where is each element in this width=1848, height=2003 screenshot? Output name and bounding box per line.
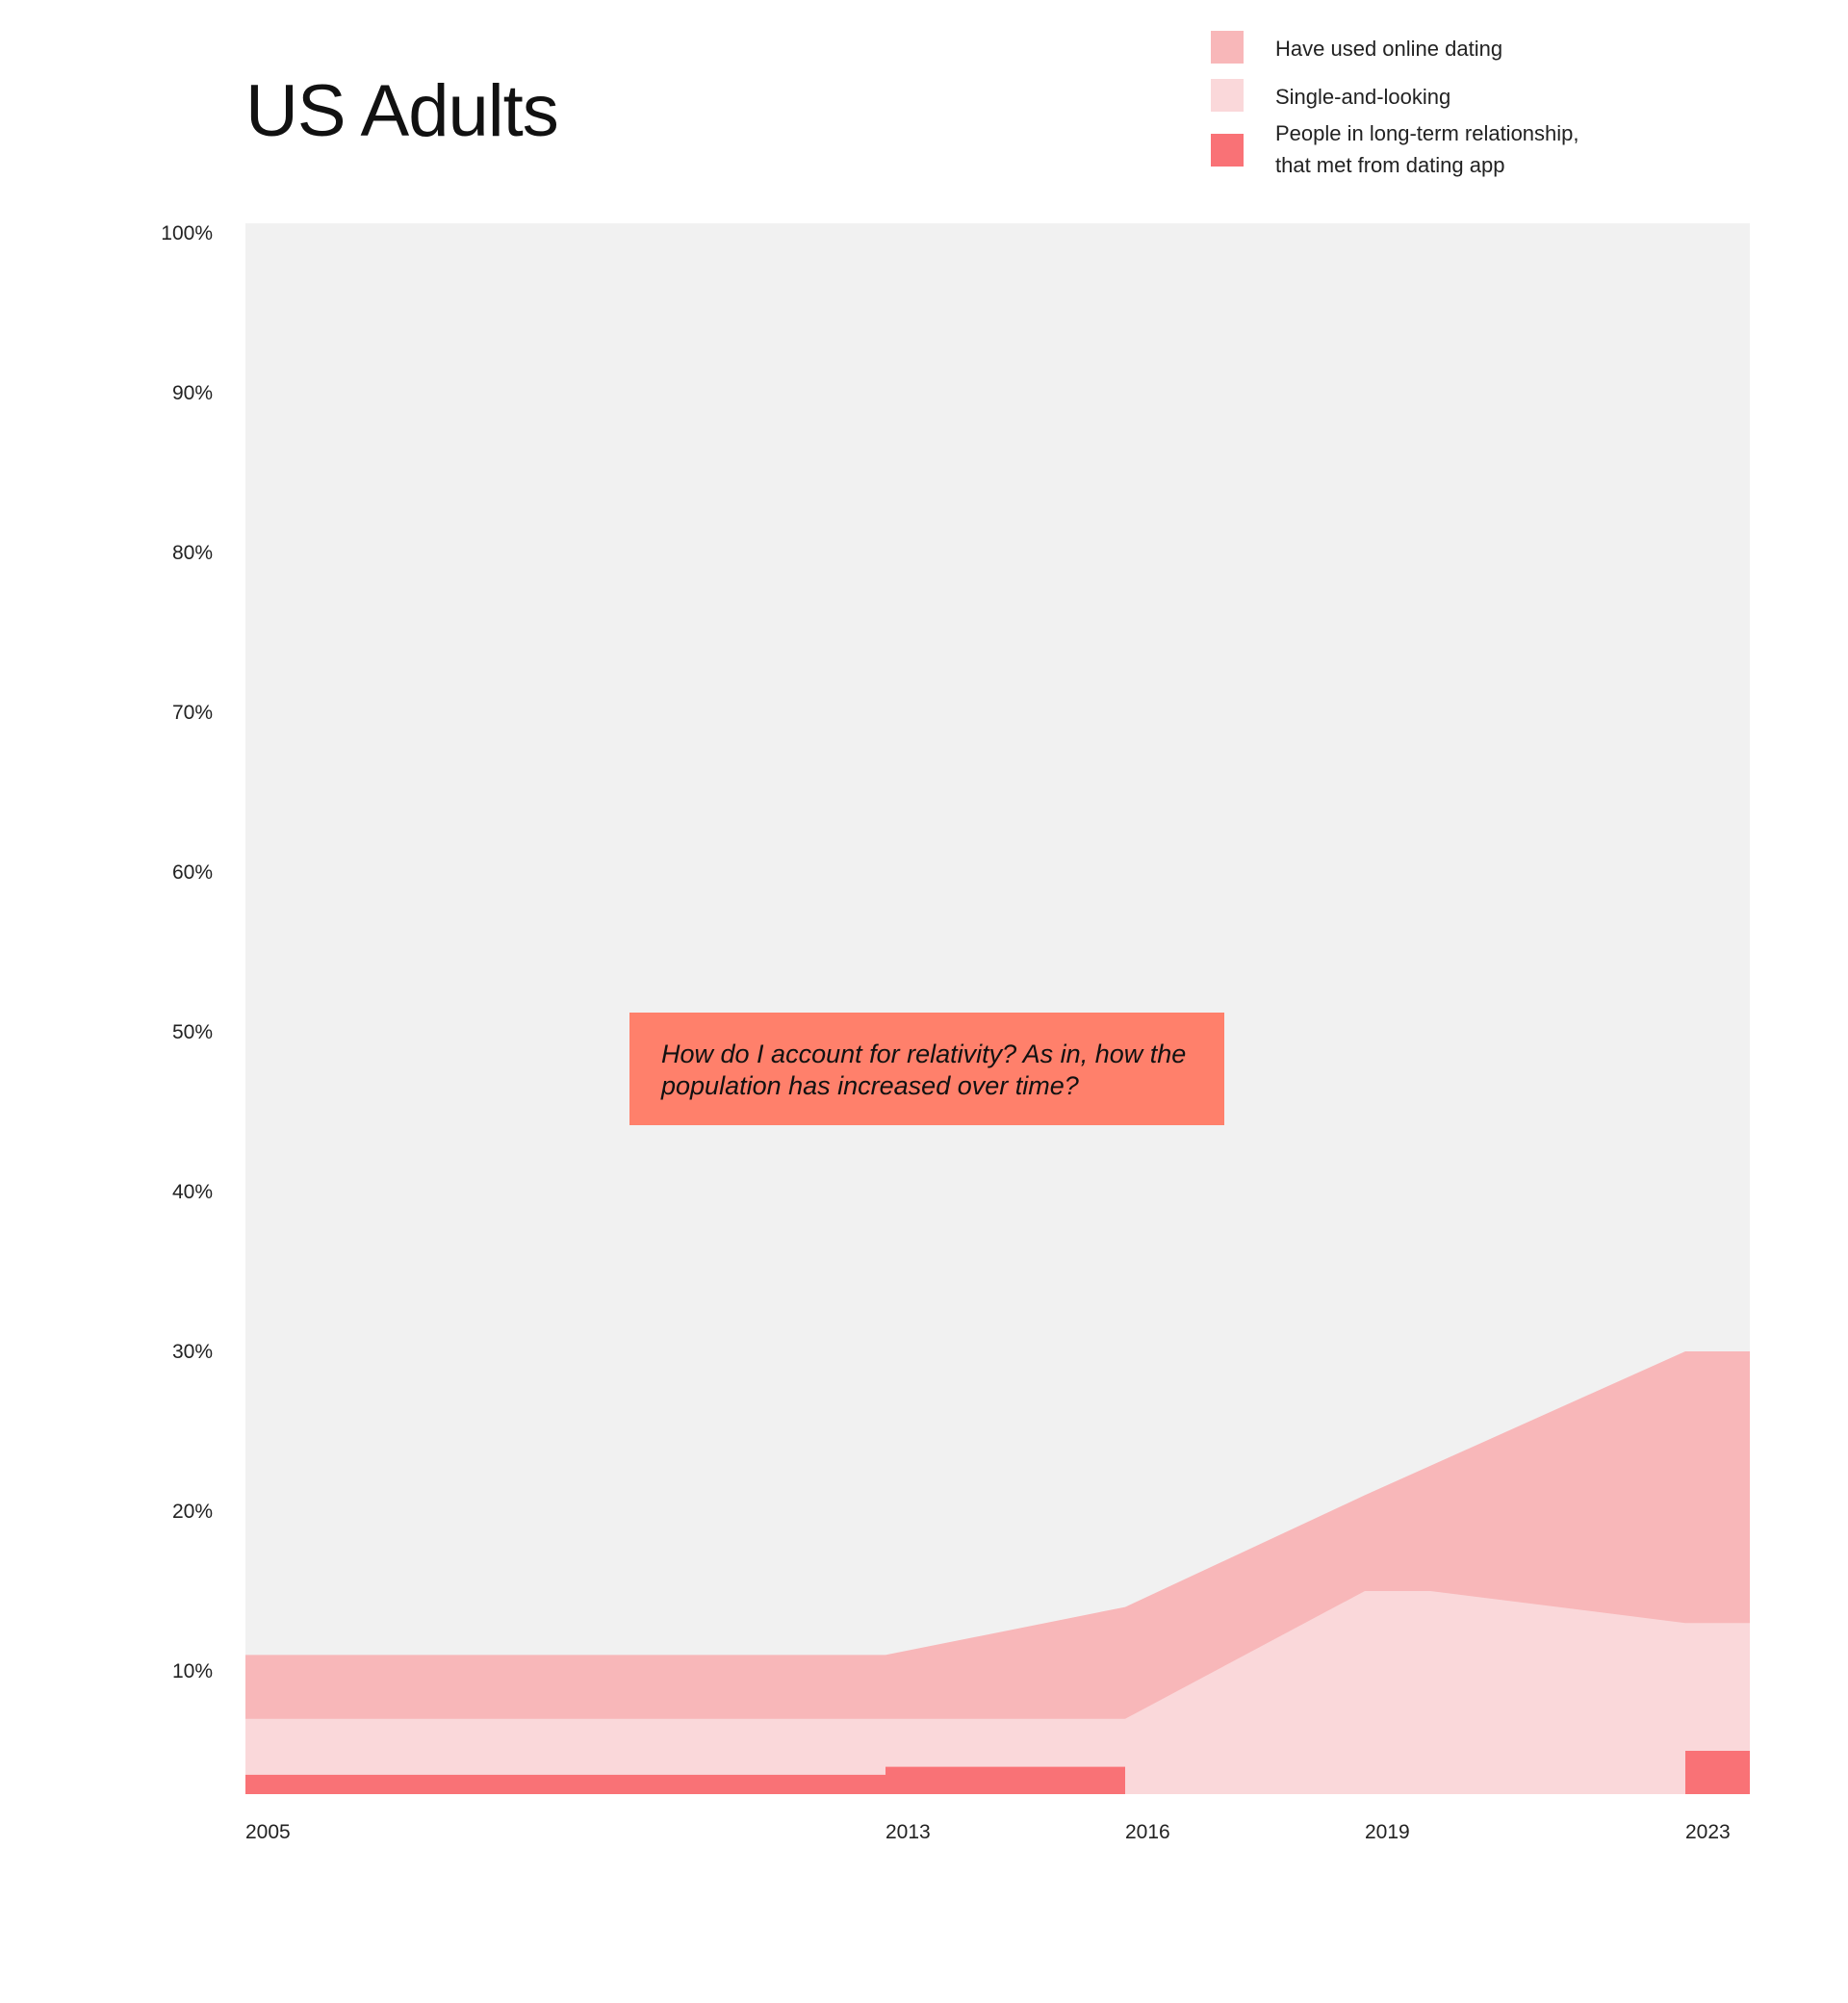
legend-swatch (1211, 134, 1244, 167)
annotation-line-1: How do I account for relativity? As in, … (661, 1040, 1187, 1068)
y-tick-label: 70% (172, 702, 213, 724)
chart-title: US Adults (245, 70, 559, 152)
legend-swatch (1211, 31, 1244, 64)
legend-label: Have used online dating (1275, 37, 1503, 61)
legend-label-line-1: People in long-term relationship, (1275, 121, 1579, 145)
chart-bars (245, 1751, 1750, 1794)
y-tick-label: 100% (161, 222, 213, 244)
legend-label-line-2: that met from dating app (1275, 153, 1505, 177)
x-tick-label: 2023 (1685, 1821, 1731, 1843)
y-tick-label: 50% (172, 1021, 213, 1043)
y-tick-label: 30% (172, 1341, 213, 1363)
x-tick-label: 2005 (245, 1821, 291, 1843)
x-tick-label: 2019 (1365, 1821, 1410, 1843)
bar-long-term-relationship (886, 1766, 1125, 1794)
y-tick-label: 20% (172, 1501, 213, 1523)
bar-long-term-relationship (1685, 1751, 1750, 1794)
y-tick-label: 40% (172, 1181, 213, 1203)
y-tick-label: 60% (172, 861, 213, 884)
legend-label: Single-and-looking (1275, 85, 1451, 109)
legend-swatch (1211, 79, 1244, 112)
y-tick-label: 10% (172, 1660, 213, 1682)
chart-areas (245, 1351, 1750, 1794)
x-axis: 2005 2013 2016 2019 2023 (245, 1821, 1731, 1843)
annotation-box: How do I account for relativity? As in, … (629, 1013, 1224, 1125)
bar-long-term-relationship (245, 1774, 886, 1794)
x-tick-label: 2013 (886, 1821, 931, 1843)
y-axis: 10% 20% 30% 40% 50% 60% 70% 80% 90% 100% (161, 222, 213, 1682)
y-tick-label: 90% (172, 382, 213, 404)
y-tick-label: 80% (172, 542, 213, 564)
x-tick-label: 2016 (1125, 1821, 1170, 1843)
area-single-and-looking (245, 1591, 1750, 1794)
annotation-line-2: population has increased over time? (661, 1071, 1079, 1100)
